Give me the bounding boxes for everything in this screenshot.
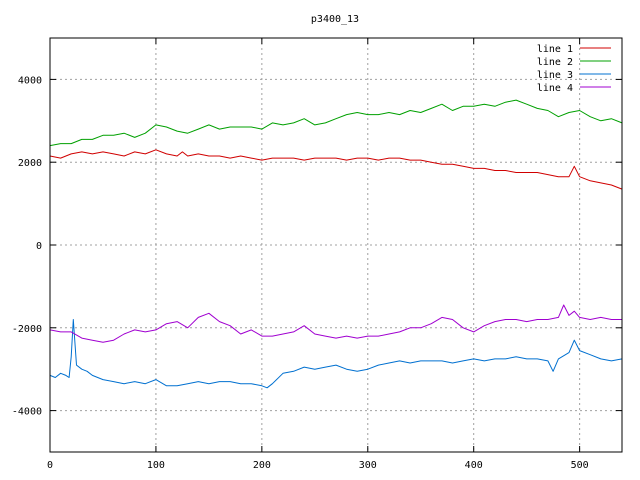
x-tick-label: 400 — [465, 460, 483, 471]
legend-label-2: line 2 — [537, 57, 573, 68]
x-tick-label: 100 — [147, 460, 165, 471]
y-tick-label: -4000 — [12, 407, 42, 418]
legend-label-4: line 4 — [537, 83, 573, 94]
series-line-1 — [49, 149, 623, 190]
grid — [50, 38, 622, 452]
axis-ticks: 0 100 200 300 400 500 -4000 -2000 0 2000 4000 — [12, 38, 622, 471]
series-line-4 — [49, 304, 622, 343]
legend-label-3: line 3 — [537, 70, 573, 81]
x-tick-label: 300 — [359, 460, 377, 471]
y-tick-label: 4000 — [18, 75, 42, 86]
series-layer — [49, 99, 623, 389]
x-tick-label: 500 — [571, 460, 589, 471]
series-line-2 — [49, 99, 623, 147]
y-tick-label: 0 — [36, 241, 42, 252]
chart-title: p3400_13 — [311, 14, 359, 25]
x-tick-label: 0 — [47, 460, 53, 471]
legend-label-1: line 1 — [537, 44, 573, 55]
x-tick-label: 200 — [253, 460, 271, 471]
series-line-3 — [49, 319, 623, 389]
legend: line 1 line 2 line 3 line 4 — [537, 44, 611, 94]
y-tick-label: -2000 — [12, 324, 42, 335]
y-tick-label: 2000 — [18, 158, 42, 169]
